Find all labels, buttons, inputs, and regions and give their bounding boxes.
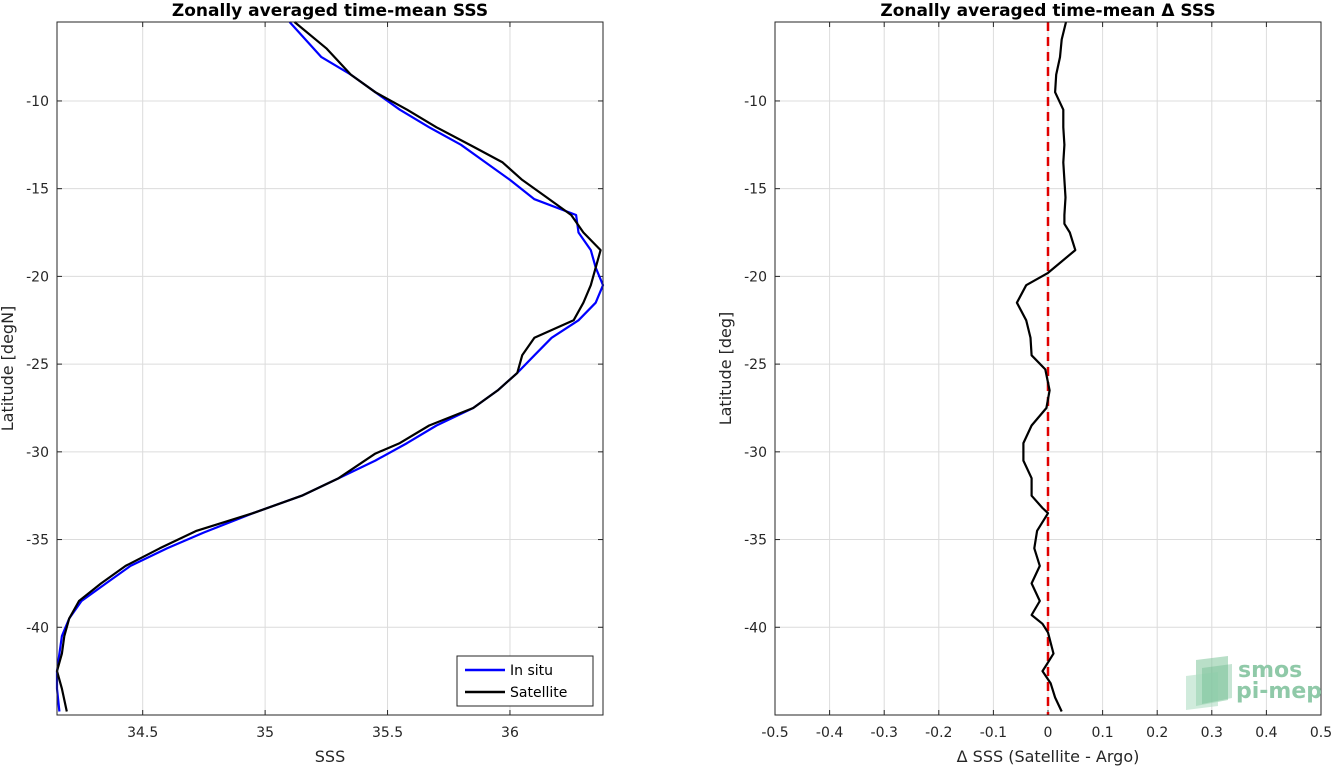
- x-tick-label: 34.5: [127, 725, 158, 741]
- x-tick-label: 0: [1044, 725, 1053, 741]
- x-tick-label: -0.2: [925, 725, 952, 741]
- x-tick-label: -0.4: [816, 725, 843, 741]
- y-axis-label: Latitude [degN]: [0, 306, 17, 432]
- x-axis-label: SSS: [315, 747, 345, 766]
- y-tick-label: -20: [26, 269, 49, 285]
- series-line-1: [1015, 21, 1077, 712]
- x-tick-label: 36: [501, 725, 519, 741]
- y-tick-label: -15: [26, 182, 49, 198]
- y-tick-label: -35: [744, 533, 767, 549]
- logo-line2: pi-mep: [1236, 679, 1322, 704]
- y-tick-label: -20: [744, 269, 767, 285]
- y-axis-label: Latitude [deg]: [716, 312, 735, 426]
- y-tick-label: -40: [744, 620, 767, 636]
- x-tick-label: 35.5: [372, 725, 403, 741]
- axes-frame: [774, 21, 1322, 716]
- smos-pimep-logo: smos pi-mep: [1186, 656, 1322, 710]
- x-tick-label: -0.1: [980, 725, 1007, 741]
- chart-sss: 34.5 35 35.5 36 -40 -35 -30 -25 -20 -15 -10 Zonally…: [0, 1, 605, 766]
- x-tick-label: -0.5: [761, 725, 788, 741]
- legend-label: In situ: [510, 663, 553, 679]
- y-tick-label: -35: [26, 533, 49, 549]
- x-axis-label: Δ SSS (Satellite - Argo): [957, 747, 1140, 766]
- x-tick-label: 0.3: [1201, 725, 1223, 741]
- series-line-satellite: [55, 21, 602, 712]
- y-tick-label: -30: [744, 445, 767, 461]
- y-tick-label: -25: [26, 357, 49, 373]
- y-tick-label: -10: [26, 94, 49, 110]
- x-tick-label: -0.3: [871, 725, 898, 741]
- legend: In situ Satellite: [456, 655, 594, 707]
- y-tick-label: -30: [26, 445, 49, 461]
- x-tick-label: 0.1: [1091, 725, 1113, 741]
- chart-title: Zonally averaged time-mean Δ SSS: [880, 1, 1215, 21]
- y-tick-label: -25: [744, 357, 767, 373]
- x-tick-label: 0.4: [1255, 725, 1277, 741]
- x-tick-label: 0.2: [1146, 725, 1168, 741]
- y-tick-label: -10: [744, 94, 767, 110]
- logo-line1: smos: [1238, 658, 1302, 683]
- legend-box: [456, 655, 594, 707]
- y-tick-label: -15: [744, 182, 767, 198]
- axes-frame: [56, 21, 604, 716]
- y-tick-label: -40: [26, 620, 49, 636]
- x-tick-label: 0.5: [1310, 725, 1332, 741]
- x-tick-label: 35: [256, 725, 274, 741]
- plot-area: [57, 22, 603, 715]
- chart-delta-sss: -0.5 -0.4 -0.3 -0.2 -0.1 0 0.1 0.2 0.3 0.4 0.5 -40 -…: [716, 1, 1332, 766]
- chart-title: Zonally averaged time-mean SSS: [172, 1, 488, 21]
- legend-label: Satellite: [510, 685, 567, 701]
